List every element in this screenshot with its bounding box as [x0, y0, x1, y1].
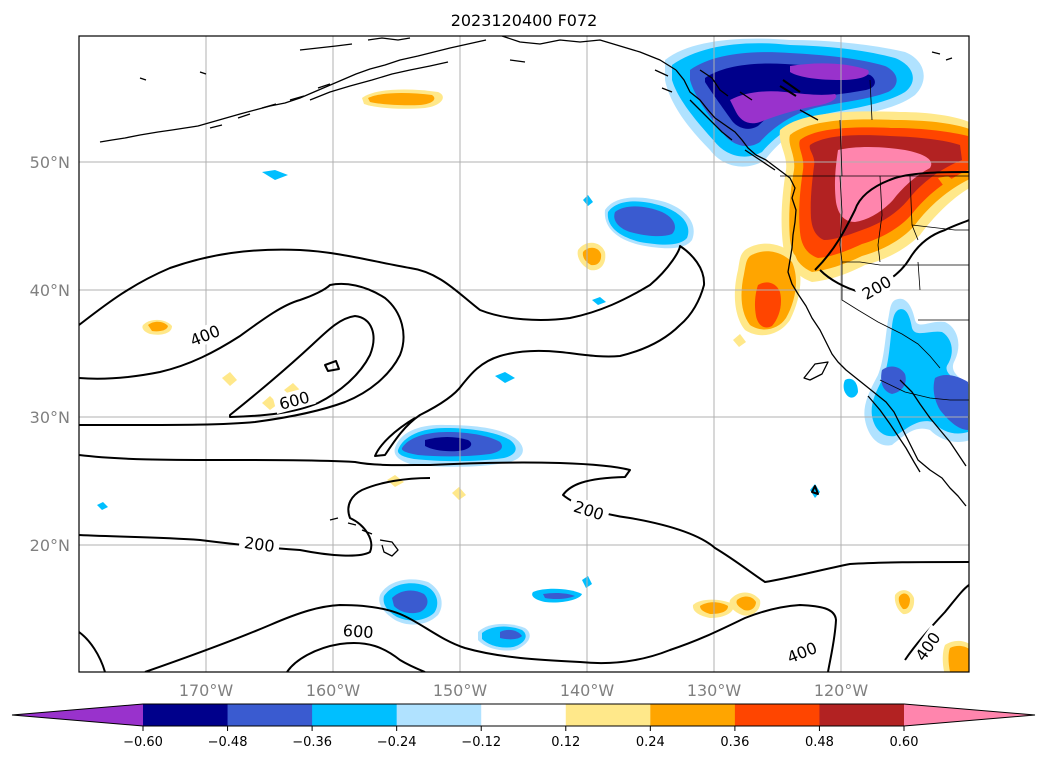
lon-label-150w: 150°W — [433, 681, 488, 700]
lon-label-170w: 170°W — [179, 681, 234, 700]
colorbar-swatch — [819, 704, 905, 726]
negative-region-pnw — [665, 38, 924, 167]
political-borders — [780, 79, 969, 401]
negative-region-northeast-pacific — [604, 197, 694, 249]
lat-label-30n: 30°N — [30, 408, 70, 427]
lon-label-120w: 120°W — [814, 681, 869, 700]
negative-region-south — [97, 170, 820, 651]
lon-label-130w: 130°W — [687, 681, 742, 700]
negative-region-southwest — [843, 298, 969, 446]
lon-label-140w: 140°W — [560, 681, 615, 700]
colorbar-swatch — [396, 704, 482, 726]
contour-label-600-south: 600 — [342, 621, 374, 642]
colorbar-extend-min — [12, 704, 143, 726]
colorbar-tick-label: −0.60 — [123, 735, 163, 750]
colorbar-swatch — [650, 704, 736, 726]
colorbar-tick-label: 0.36 — [720, 735, 749, 750]
positive-region-california — [734, 243, 801, 336]
map-area: 400 600 600 200 200 200 400 400 — [79, 36, 969, 672]
colorbar-tick-label: −0.12 — [461, 735, 501, 750]
contours — [79, 79, 969, 672]
coastlines — [99, 36, 967, 557]
contour-label-200-west: 200 — [243, 533, 276, 556]
colorbar-tick-label: 0.24 — [636, 735, 665, 750]
lat-label-40n: 40°N — [30, 281, 70, 300]
colorbar: −0.60 −0.48 −0.36 −0.24 −0.12 0.12 0.24 0.36 0.4… — [11, 703, 1036, 750]
colorbar-tick-label: −0.24 — [377, 735, 417, 750]
negative-region-subtropics — [394, 424, 523, 467]
colorbar-swatch — [734, 704, 820, 726]
colorbar-swatch — [481, 704, 567, 726]
colorbar-swatch — [227, 704, 313, 726]
lon-label-160w: 160°W — [306, 681, 361, 700]
colorbar-tick-label: 0.48 — [805, 735, 834, 750]
colorbar-tick-label: 0.60 — [890, 735, 919, 750]
contour-labels: 400 600 600 200 200 200 400 400 — [182, 269, 947, 669]
colorbar-swatch — [312, 704, 398, 726]
colorbar-swatch — [565, 704, 651, 726]
lat-label-50n: 50°N — [30, 153, 70, 172]
colorbar-tick-label: −0.48 — [208, 735, 248, 750]
map-frame — [78, 35, 970, 673]
lat-label-20n: 20°N — [30, 536, 70, 555]
colorbar-extend-max — [904, 704, 1035, 726]
longitude-labels: 170°W 160°W 150°W 140°W 130°W 120°W — [179, 681, 869, 700]
map-title: 2023120400 F072 — [451, 11, 598, 30]
colorbar-swatch — [143, 704, 229, 726]
positive-region-pnw — [779, 111, 969, 282]
colorbar-tick-label: 0.12 — [551, 735, 580, 750]
colorbar-tick-label: −0.36 — [292, 735, 332, 750]
latitude-labels: 50°N 40°N 30°N 20°N — [30, 153, 70, 555]
